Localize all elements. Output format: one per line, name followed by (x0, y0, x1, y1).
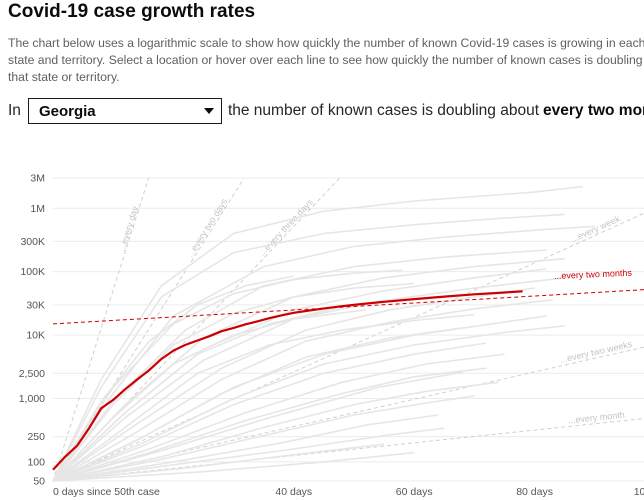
sentence-suffix: the number of known cases is doubling ab… (227, 102, 539, 119)
y-tick-label: 1,000 (19, 393, 45, 405)
series-line-other-24[interactable] (52, 297, 403, 482)
series-line-other-13[interactable] (52, 353, 505, 482)
x-axis: 0 days since 50th case 40 days 60 days 80 d… (53, 486, 644, 498)
x-tick-label: 100 days (634, 486, 644, 498)
doubling-guide-label: ...every day (117, 204, 141, 252)
x-tick-label: 60 days (396, 486, 433, 498)
series-line-other-28[interactable] (52, 371, 463, 482)
y-tick-label: 2,500 (19, 368, 45, 380)
series-line-other-9[interactable] (52, 299, 553, 482)
y-tick-label: 100K (20, 266, 45, 278)
series-line-other-22[interactable] (52, 282, 415, 482)
location-dropdown-value: Georgia (38, 102, 96, 120)
y-tick-label: 1M (30, 203, 45, 215)
series-line-other-2[interactable] (52, 213, 565, 482)
page-title: Covid-19 case growth rates (8, 1, 256, 22)
series-line-other-21[interactable] (52, 269, 403, 482)
series-line-other-19[interactable] (52, 443, 385, 482)
series-line-other-23[interactable] (52, 309, 367, 482)
highlight-series: ...every two months (52, 268, 644, 471)
series-line-other-25[interactable] (52, 313, 475, 482)
location-dropdown[interactable]: Georgia (27, 98, 222, 124)
doubling-guide-line (52, 212, 644, 482)
y-tick-label: 30K (26, 299, 45, 311)
doubling-guide-line (52, 418, 644, 482)
intro-text: The chart below uses a logarithmic scale… (8, 36, 644, 84)
growth-chart: 50 100 250 1,000 2,500 10K 30K 100K 300K 1M 3M 0 d… (19, 173, 644, 498)
series-line-other-16[interactable] (52, 395, 475, 482)
series-line-other-4[interactable] (52, 249, 547, 482)
highlight-trend-line (52, 289, 644, 325)
series-line-other-17[interactable] (52, 414, 439, 482)
highlight-trend-label: ...every two months (554, 268, 633, 281)
series-line-other-1[interactable] (52, 185, 583, 482)
series-line-other-14[interactable] (52, 367, 487, 482)
doubling-rate: every two months (543, 102, 644, 119)
x-tick-label: 80 days (516, 486, 553, 498)
chevron-down-icon (203, 108, 214, 114)
location-sentence: In Georgia the number of known cases is … (8, 97, 644, 125)
y-tick-label: 300K (20, 236, 45, 248)
x-tick-label: 0 days since 50th case (53, 486, 160, 498)
x-tick-label: 40 days (275, 486, 312, 498)
y-tick-label: 10K (26, 330, 45, 342)
series-line-other-20[interactable] (52, 451, 415, 482)
series-line-other-12[interactable] (52, 342, 487, 482)
y-axis: 50 100 250 1,000 2,500 10K 30K 100K 300K 1M 3M (19, 173, 45, 488)
series-line-other-11[interactable] (52, 325, 565, 482)
series-line-other-27[interactable] (52, 327, 463, 482)
y-tick-label: 3M (30, 173, 45, 185)
highlight-series-line[interactable] (52, 290, 523, 471)
doubling-guide-line (52, 177, 150, 482)
series-line-other-15[interactable] (52, 381, 499, 482)
doubling-guide-label: ...every two days (185, 196, 230, 259)
y-tick-label: 250 (27, 431, 45, 443)
y-tick-label: 100 (27, 456, 45, 468)
series-line-other-3[interactable] (52, 225, 595, 482)
doubling-guide-label: ...every week (569, 213, 622, 244)
series-line-other-8[interactable] (52, 287, 535, 482)
sentence-prefix: In (8, 102, 21, 119)
doubling-guide-label: ...every three days (257, 197, 315, 258)
series-line-other-18[interactable] (52, 427, 445, 482)
series-line-other-26[interactable] (52, 275, 294, 482)
background-series (52, 185, 595, 482)
y-tick-label: 50 (33, 476, 45, 488)
